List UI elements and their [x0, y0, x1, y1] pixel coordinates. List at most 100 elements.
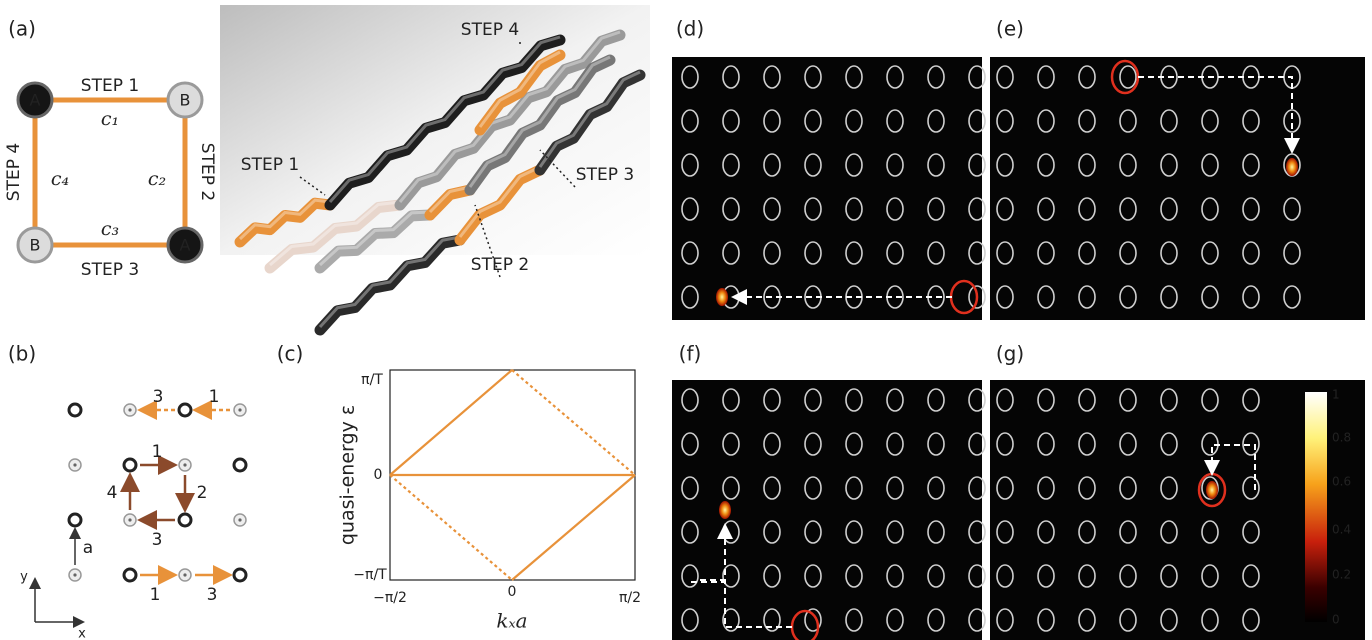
waveguide-site — [886, 564, 904, 588]
axis-label: y — [20, 570, 28, 585]
hop-label: 1 — [152, 442, 163, 462]
waveguide — [424, 184, 476, 221]
waveguide-site — [804, 241, 822, 265]
waveguide-site — [681, 476, 699, 500]
waveguide — [394, 29, 626, 211]
panel-label: (b) — [8, 342, 36, 366]
waveguide-site — [1037, 476, 1055, 500]
waveguide-site — [1037, 197, 1055, 221]
axis-label: x — [78, 627, 86, 640]
waveguide-site — [1201, 285, 1219, 309]
waveguide-site — [681, 65, 699, 89]
waveguide-site — [845, 388, 863, 412]
waveguide-highlight — [428, 185, 471, 214]
step-label: STEP 4 — [4, 143, 24, 201]
waveguide-site — [1201, 197, 1219, 221]
hop-label: 1 — [209, 387, 220, 407]
waveguide-site — [681, 197, 699, 221]
panel-label: (c) — [277, 342, 304, 366]
site-b-dot — [128, 518, 132, 522]
waveguide-site — [1160, 285, 1178, 309]
site-label: B — [30, 236, 41, 255]
coupling-label: c₄ — [51, 168, 69, 190]
waveguide — [324, 34, 566, 211]
waveguide-highlight — [468, 55, 611, 188]
output-spot — [716, 288, 728, 306]
waveguide-site — [1078, 564, 1096, 588]
colorbar-tick-label: 0.6 — [1332, 475, 1351, 489]
waveguide-site — [804, 476, 822, 500]
lattice-label: a — [83, 538, 93, 558]
waveguide-site — [968, 388, 986, 412]
waveguide-site — [722, 476, 740, 500]
waveguide-site — [722, 432, 740, 456]
waveguide-site — [927, 476, 945, 500]
waveguide-site — [804, 109, 822, 133]
waveguide-site — [1037, 241, 1055, 265]
y-axis-label: quasi-energy ε — [337, 405, 359, 545]
waveguide-site — [1119, 564, 1137, 588]
waveguide-site — [927, 608, 945, 632]
site-a — [122, 567, 138, 583]
waveguide-site — [681, 153, 699, 177]
waveguide-site — [1201, 564, 1219, 588]
waveguide-highlight — [538, 70, 641, 168]
waveguide-site — [845, 109, 863, 133]
site-a — [232, 457, 248, 473]
colorbar-tick-label: 0 — [1332, 613, 1340, 627]
waveguide-site — [763, 388, 781, 412]
waveguide-site — [1160, 241, 1178, 265]
output-spot — [719, 501, 731, 519]
waveguide-site — [927, 432, 945, 456]
colorbar-tick-label: 1 — [1332, 388, 1340, 402]
waveguide-site — [804, 432, 822, 456]
waveguide-site — [968, 432, 986, 456]
waveguide-site — [1078, 153, 1096, 177]
waveguide-site — [1201, 520, 1219, 544]
waveguide-site — [886, 153, 904, 177]
waveguide-site — [1160, 608, 1178, 632]
leader-line — [539, 149, 576, 188]
site-b-dot — [238, 518, 242, 522]
waveguide-site — [968, 476, 986, 500]
waveguide-site — [763, 608, 781, 632]
waveguide-site — [1119, 197, 1137, 221]
waveguide-site — [996, 109, 1014, 133]
waveguide-site — [1201, 109, 1219, 133]
colorbar-tick-label: 0.8 — [1332, 431, 1351, 445]
waveguide-site — [1201, 153, 1219, 177]
panel-label: (d) — [676, 17, 704, 41]
waveguide-site — [681, 388, 699, 412]
site-label: A — [180, 236, 191, 255]
waveguide-site — [1119, 109, 1137, 133]
waveguide-site — [1242, 241, 1260, 265]
waveguide-site — [1119, 285, 1137, 309]
waveguide-site — [1119, 65, 1137, 89]
hop-label: 4 — [107, 483, 118, 503]
waveguide-site — [1160, 432, 1178, 456]
waveguide-site — [1242, 388, 1260, 412]
colorbar-tick-label: 0.4 — [1332, 523, 1351, 537]
waveguide-site — [968, 241, 986, 265]
waveguide-site — [1119, 432, 1137, 456]
waveguide-site — [1283, 109, 1301, 133]
lattice-site — [166, 81, 204, 119]
waveguide-site — [1037, 432, 1055, 456]
waveguide — [234, 197, 336, 248]
waveguide-site — [996, 197, 1014, 221]
waveguide-site — [1078, 285, 1096, 309]
colorbar-tick-label: 0.2 — [1332, 568, 1351, 582]
waveguide-site — [968, 520, 986, 544]
step-label: STEP 4 — [461, 20, 519, 40]
waveguide-highlight — [478, 50, 561, 128]
step-label: STEP 3 — [81, 260, 139, 280]
waveguide-site — [1037, 608, 1055, 632]
waveguide-site — [763, 520, 781, 544]
site-label: A — [30, 91, 41, 110]
waveguide-site — [722, 608, 740, 632]
waveguide-site — [722, 109, 740, 133]
waveguide-site — [1119, 608, 1137, 632]
waveguide-site — [968, 197, 986, 221]
leader-line — [299, 176, 326, 196]
waveguide-site — [845, 241, 863, 265]
